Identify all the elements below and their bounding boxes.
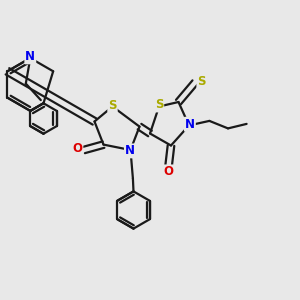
- Text: N: N: [185, 118, 195, 131]
- Text: N: N: [125, 144, 135, 158]
- Text: O: O: [163, 165, 173, 178]
- Text: N: N: [25, 50, 35, 63]
- Text: S: S: [197, 75, 206, 88]
- Text: S: S: [155, 98, 163, 112]
- Text: S: S: [108, 99, 117, 112]
- Text: O: O: [72, 142, 82, 155]
